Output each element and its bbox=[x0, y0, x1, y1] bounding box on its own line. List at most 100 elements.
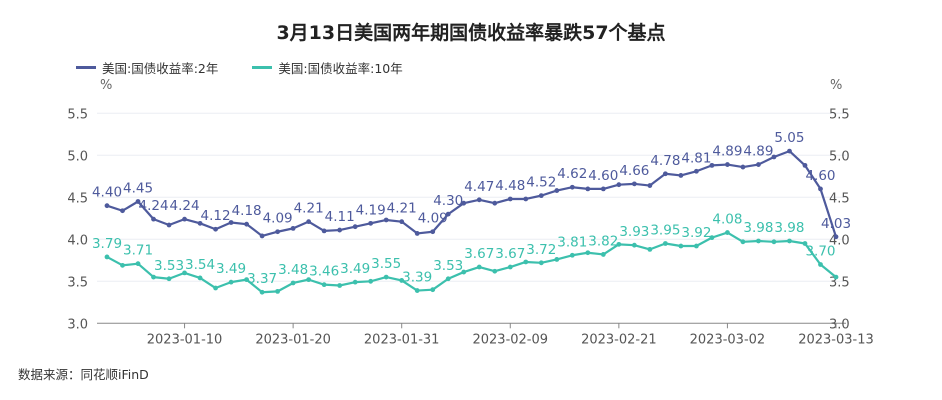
data-point bbox=[709, 235, 715, 241]
data-point bbox=[244, 221, 249, 227]
chart-title: 3月13日美国两年期国债收益率暴跌57个基点 bbox=[276, 22, 666, 44]
x-tick-label: 2023-01-31 bbox=[364, 332, 440, 347]
data-label: 4.24 bbox=[170, 198, 200, 214]
data-label: 3.55 bbox=[371, 256, 401, 272]
data-label: 4.81 bbox=[681, 150, 711, 166]
data-label: 4.47 bbox=[464, 179, 494, 195]
data-point bbox=[771, 154, 777, 160]
data-point bbox=[492, 268, 498, 274]
data-point bbox=[445, 276, 451, 282]
data-point bbox=[600, 252, 606, 257]
data-label: 4.09 bbox=[418, 211, 448, 227]
y-tick-label-left: 3.0 bbox=[67, 317, 88, 332]
data-point bbox=[104, 254, 110, 260]
data-point bbox=[538, 193, 544, 199]
data-point bbox=[321, 282, 327, 288]
data-point bbox=[647, 183, 653, 188]
data-point bbox=[740, 164, 746, 170]
data-point bbox=[275, 288, 281, 294]
data-point bbox=[833, 234, 839, 240]
data-point bbox=[616, 241, 622, 247]
legend-swatch-2y bbox=[76, 66, 96, 69]
data-point bbox=[445, 211, 451, 217]
data-point bbox=[802, 162, 808, 168]
data-label: 4.12 bbox=[201, 208, 231, 224]
data-point bbox=[523, 259, 529, 265]
data-label: 3.46 bbox=[309, 264, 339, 280]
data-label: 4.09 bbox=[263, 211, 293, 227]
data-label: 4.18 bbox=[232, 203, 262, 219]
data-label: 3.93 bbox=[619, 224, 649, 240]
data-label: 3.37 bbox=[247, 271, 277, 287]
data-point bbox=[104, 203, 110, 209]
data-point bbox=[476, 264, 482, 270]
data-point bbox=[399, 219, 405, 225]
data-label: 4.03 bbox=[821, 216, 851, 232]
legend-item-10y[interactable]: 美国:国债收益率:10年 bbox=[252, 58, 403, 77]
legend-item-2y[interactable]: 美国:国债收益率:2年 bbox=[76, 58, 218, 77]
data-label: 4.52 bbox=[526, 175, 556, 191]
data-label: 3.48 bbox=[278, 262, 308, 278]
data-label: 4.30 bbox=[433, 193, 463, 209]
data-point bbox=[725, 230, 730, 235]
data-point bbox=[430, 229, 436, 235]
data-label: 3.98 bbox=[743, 220, 773, 236]
legend: 美国:国债收益率:2年 美国:国债收益率:10年 bbox=[76, 58, 403, 77]
data-point bbox=[554, 188, 560, 193]
data-point bbox=[787, 148, 792, 154]
legend-swatch-10y bbox=[252, 66, 273, 69]
y-axis-left-unit: % bbox=[100, 78, 113, 93]
series-line-10y bbox=[106, 231, 837, 294]
data-point bbox=[368, 278, 374, 284]
y-tick-label-right: 5.5 bbox=[829, 107, 850, 122]
y-tick-label-left: 5.0 bbox=[67, 149, 88, 164]
data-point bbox=[383, 217, 389, 223]
data-label: 4.62 bbox=[557, 166, 587, 182]
data-label: 4.45 bbox=[123, 181, 153, 197]
data-point bbox=[818, 262, 823, 267]
data-point bbox=[414, 288, 420, 293]
data-label: 3.79 bbox=[92, 236, 122, 252]
data-point bbox=[507, 196, 513, 202]
data-point bbox=[290, 225, 296, 231]
data-point bbox=[213, 226, 218, 232]
data-point bbox=[662, 241, 668, 246]
data-point bbox=[725, 162, 730, 167]
data-label: 3.49 bbox=[340, 261, 370, 277]
data-point bbox=[740, 239, 746, 245]
data-point bbox=[135, 199, 141, 204]
data-label: 3.70 bbox=[805, 244, 835, 260]
data-label: 4.89 bbox=[743, 144, 773, 160]
data-point bbox=[120, 262, 125, 268]
data-point bbox=[802, 241, 808, 246]
data-label: 4.66 bbox=[619, 163, 649, 179]
data-label: 4.21 bbox=[387, 201, 417, 217]
series-line-2y bbox=[106, 150, 838, 238]
data-label: 3.92 bbox=[681, 225, 711, 241]
data-point bbox=[414, 231, 420, 236]
data-label: 3.67 bbox=[464, 246, 494, 262]
data-point bbox=[538, 260, 544, 266]
data-point bbox=[244, 277, 249, 283]
data-point bbox=[569, 252, 575, 258]
data-point bbox=[259, 233, 265, 239]
data-label: 3.54 bbox=[185, 257, 215, 273]
data-label: 4.21 bbox=[294, 201, 324, 217]
data-point bbox=[492, 200, 498, 206]
data-point bbox=[507, 264, 513, 270]
data-point bbox=[461, 200, 467, 206]
source-note: 数据来源：同花顺iFinD bbox=[18, 367, 149, 382]
data-point bbox=[228, 220, 234, 225]
data-point bbox=[197, 275, 203, 281]
data-label: 4.60 bbox=[805, 168, 835, 184]
data-point bbox=[352, 279, 358, 285]
data-point bbox=[554, 257, 560, 262]
data-label: 4.78 bbox=[650, 153, 680, 169]
data-label: 3.53 bbox=[154, 258, 184, 274]
data-point bbox=[709, 162, 715, 168]
data-point bbox=[213, 285, 218, 291]
data-point bbox=[228, 279, 234, 285]
data-point bbox=[368, 220, 374, 226]
data-label: 4.48 bbox=[495, 178, 525, 194]
data-point bbox=[461, 269, 467, 275]
